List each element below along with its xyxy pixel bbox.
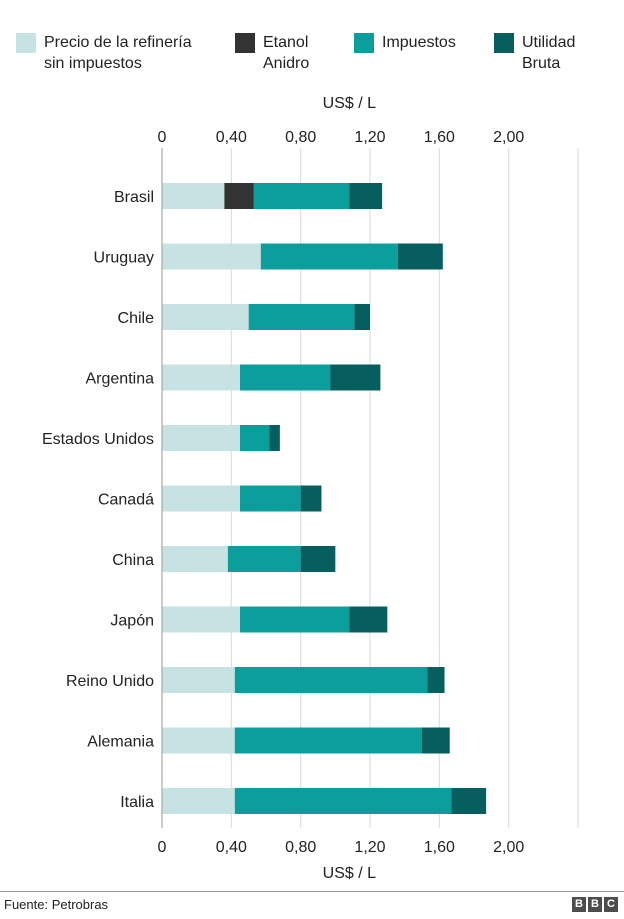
- bar-2-0: [162, 304, 249, 330]
- bar-0-1: [224, 183, 254, 209]
- category-label-1: Uruguay: [94, 250, 154, 267]
- legend-label-ethanol: Etanol Anidro: [263, 34, 310, 72]
- tick-label-top-1: 0,40: [216, 129, 247, 146]
- bar-5-3: [300, 485, 322, 512]
- bar-1-3: [397, 243, 443, 270]
- bar-4-2: [240, 425, 270, 451]
- category-label-4: Estados Unidos: [42, 431, 154, 448]
- bar-0-0: [162, 183, 225, 209]
- category-label-8: Reino Unido: [66, 673, 154, 690]
- bar-4-3: [269, 425, 280, 451]
- bar-6-2: [227, 546, 301, 572]
- tick-label-top-2: 0,80: [285, 129, 316, 146]
- tick-label-bottom-3: 1,20: [354, 839, 385, 856]
- tick-label-bottom-4: 1,60: [424, 839, 455, 856]
- category-label-9: Alemania: [87, 734, 154, 751]
- bar-8-0: [162, 667, 235, 693]
- bar-3-2: [240, 364, 331, 391]
- category-label-3: Argentina: [86, 371, 155, 388]
- category-label-2: Chile: [118, 310, 155, 327]
- bar-10-0: [162, 788, 235, 814]
- category-label-10: Italia: [120, 794, 154, 811]
- bar-2-3: [354, 304, 370, 330]
- legend-swatch-gross-profit: [494, 33, 514, 53]
- tick-label-bottom-2: 0,80: [285, 839, 316, 856]
- bar-8-3: [427, 667, 445, 693]
- tick-label-top-4: 1,60: [424, 129, 455, 146]
- tick-label-bottom-5: 2,00: [493, 839, 524, 856]
- tick-label-bottom-1: 0,40: [216, 839, 247, 856]
- bar-10-3: [451, 788, 487, 814]
- footer-divider: [0, 891, 624, 892]
- logo-letter-b2: B: [588, 897, 602, 912]
- bar-9-2: [234, 727, 422, 754]
- bar-6-0: [162, 546, 228, 572]
- bar-9-0: [162, 727, 235, 754]
- bar-7-2: [240, 606, 350, 633]
- bar-1-0: [162, 243, 261, 270]
- tick-label-top-3: 1,20: [354, 129, 385, 146]
- x-axis-title-bottom: US$ / L: [323, 865, 376, 882]
- bar-3-3: [330, 364, 381, 391]
- tick-label-top-5: 2,00: [493, 129, 524, 146]
- legend-label-gross-profit: Utilidad Bruta: [522, 34, 576, 72]
- legend-item-ethanol: Etanol Anidro: [235, 32, 309, 74]
- bar-6-3: [300, 546, 336, 572]
- tick-label-bottom-0: 0: [158, 839, 167, 856]
- bar-4-0: [162, 425, 240, 451]
- legend-label-taxes: Impuestos: [382, 34, 456, 51]
- bar-1-2: [260, 243, 398, 270]
- bar-0-3: [349, 183, 383, 209]
- bar-5-0: [162, 485, 240, 512]
- category-label-6: China: [112, 552, 154, 569]
- bar-9-3: [422, 727, 450, 754]
- stacked-bar-chart: US$ / L US$ / L 0 0 0,40 0,40 0,80 0,80 1,20 1,20…: [42, 95, 579, 882]
- bar-0-2: [253, 183, 350, 209]
- logo-letter-b1: B: [572, 897, 586, 912]
- logo-letter-c: C: [604, 897, 618, 912]
- bar-8-2: [234, 667, 428, 693]
- category-label-5: Canadá: [98, 492, 154, 509]
- legend-item-taxes: Impuestos: [354, 32, 456, 53]
- source-note: Fuente: Petrobras: [4, 897, 109, 912]
- bar-7-3: [349, 606, 388, 633]
- legend-item-gross-profit: Utilidad Bruta: [494, 32, 575, 74]
- tick-label-top-0: 0: [158, 129, 167, 146]
- category-label-7: Japón: [110, 613, 154, 630]
- bar-7-0: [162, 606, 240, 633]
- bar-5-2: [240, 485, 301, 512]
- bbc-logo: B B C: [572, 897, 618, 912]
- legend-swatch-refinery-price: [16, 33, 36, 53]
- x-axis-title-top: US$ / L: [323, 95, 376, 112]
- bar-2-2: [248, 304, 355, 330]
- legend-label-refinery-price: Precio de la refinería sin impuestos: [44, 34, 192, 72]
- legend: Precio de la refinería sin impuestos Eta…: [0, 32, 624, 82]
- bar-3-0: [162, 364, 240, 391]
- legend-item-refinery-price: Precio de la refinería sin impuestos: [16, 32, 192, 74]
- legend-swatch-ethanol: [235, 33, 255, 53]
- category-label-0: Brasil: [114, 189, 154, 206]
- legend-swatch-taxes: [354, 33, 374, 53]
- bar-10-2: [234, 788, 452, 814]
